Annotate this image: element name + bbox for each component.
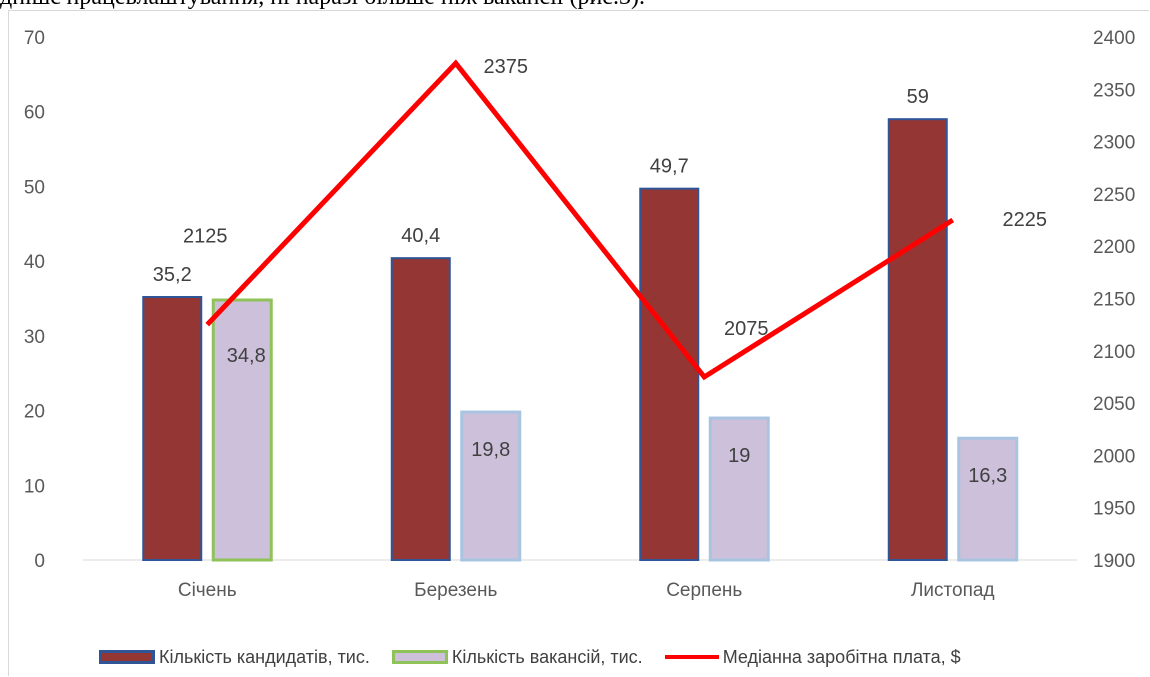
bar-candidates: [390, 257, 451, 561]
x-tick-label: Листопад: [911, 580, 995, 601]
y-left-tick-label: 40: [24, 252, 45, 273]
series-line-salary: [205, 59, 955, 381]
x-tick-label: Серпень: [666, 580, 742, 601]
y-right-tick-label: 2150: [1093, 290, 1135, 311]
y-left-tick-label: 20: [24, 402, 45, 423]
y-left-tick-label: 10: [24, 476, 45, 497]
data-label-candidates: 59: [907, 86, 929, 108]
y-right-tick-label: 2300: [1093, 133, 1135, 154]
bar-candidates: [639, 187, 700, 561]
y-left-tick-label: 60: [24, 103, 45, 124]
x-tick-label: Березень: [414, 580, 497, 601]
y-right-tick-label: 2000: [1093, 446, 1135, 467]
data-label-salary: 2075: [724, 318, 769, 340]
x-tick-label: Січень: [178, 580, 237, 601]
legend-item-candidates: Кількість кандидатів, тис.: [99, 647, 370, 668]
legend-item-vacancies: Кількість вакансій, тис.: [391, 646, 643, 668]
combo-chart: 0 10 20 30 40 50 60 70 1900 1950 2000 2050 2100 2150 2…: [24, 28, 1135, 601]
data-label-candidates: 35,2: [153, 264, 192, 286]
y-right-tick-label: 1900: [1093, 551, 1135, 572]
data-label-vacancies: 34,8: [227, 345, 266, 367]
legend-swatch-salary: [664, 655, 719, 659]
y-left-tick-label: 0: [34, 551, 45, 572]
data-label-salary: 2225: [1003, 209, 1048, 231]
y-left-tick-label: 70: [24, 28, 45, 49]
y-right-tick-label: 2050: [1093, 394, 1135, 415]
legend-label-candidates: Кількість кандидатів, тис.: [159, 646, 370, 667]
y-left-tick-label: 50: [24, 177, 45, 198]
y-right-tick-label: 2200: [1093, 237, 1135, 258]
legend-item-salary: Медіанна заробітна плата, $: [664, 646, 961, 668]
caption-fragment: днішє працевлаштування, ні наразі більше…: [0, 0, 1150, 10]
data-label-vacancies: 19: [728, 445, 750, 467]
data-label-vacancies: 16,3: [968, 465, 1007, 487]
chart-area: 0 10 20 30 40 50 60 70 1900 1950 2000 2050 2100 2150 2…: [8, 10, 1149, 676]
bar-candidates: [142, 296, 203, 561]
bar-vacancies: [211, 298, 273, 562]
data-label-candidates: 49,7: [650, 156, 689, 178]
legend-swatch-vacancies: [391, 650, 448, 664]
legend-label-salary: Медіанна заробітна плата, $: [722, 646, 961, 667]
y-right-tick-label: 1950: [1093, 499, 1135, 520]
y-right-tick-label: 2350: [1093, 80, 1135, 101]
y-left-tick-label: 30: [24, 327, 45, 348]
chart-legend: Кількість кандидатів, тис. Кількість вак…: [99, 645, 983, 669]
legend-label-vacancies: Кількість вакансій, тис.: [451, 646, 643, 667]
data-label-salary: 2375: [484, 56, 529, 78]
y-right-tick-label: 2100: [1093, 342, 1135, 363]
data-label-candidates: 40,4: [401, 225, 440, 247]
bar-vacancies: [460, 410, 522, 562]
legend-swatch-candidates: [99, 650, 155, 664]
data-label-vacancies: 19,8: [471, 439, 510, 461]
y-right-tick-label: 2400: [1093, 28, 1135, 49]
data-label-salary: 2125: [183, 226, 228, 248]
bar-vacancies: [708, 416, 770, 562]
y-right-tick-label: 2250: [1093, 185, 1135, 206]
bar-vacancies: [957, 436, 1019, 562]
bar-candidates: [887, 118, 948, 562]
